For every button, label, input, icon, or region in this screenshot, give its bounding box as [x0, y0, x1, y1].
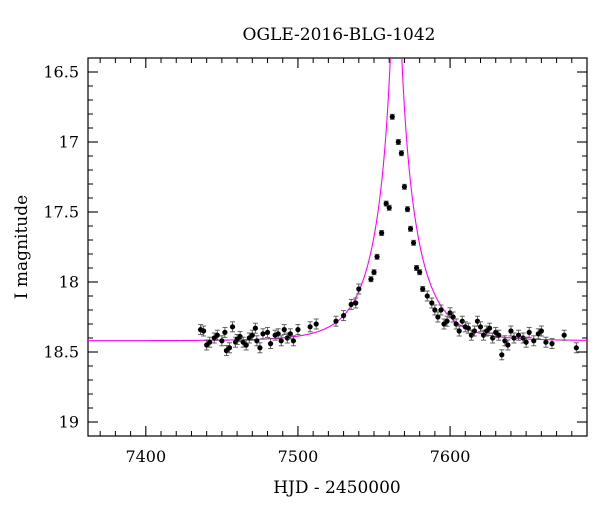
data-point [450, 311, 456, 323]
data-point [290, 335, 296, 347]
y-axis-ticks: 16.5 17 17.5 18 18.5 19 [43, 63, 587, 432]
data-point [531, 335, 537, 347]
data-point [508, 325, 514, 337]
data-point [538, 325, 544, 337]
data-point [287, 328, 293, 340]
data-point [281, 324, 287, 336]
x-tick-label: 7600 [430, 447, 471, 466]
data-point [207, 336, 213, 348]
y-tick-label: 19 [59, 413, 79, 432]
data-point [386, 204, 392, 211]
data-point [410, 239, 417, 246]
data-point [417, 269, 423, 276]
data-point [264, 326, 271, 338]
data-point [468, 329, 474, 341]
data-point [222, 326, 228, 338]
data-point [401, 183, 408, 190]
y-tick-label: 17 [59, 133, 79, 152]
data-point [561, 329, 567, 341]
data-point [307, 321, 313, 333]
minor-ticks [88, 57, 587, 437]
data-point [267, 338, 274, 350]
y-tick-label: 18 [59, 273, 79, 292]
data-point [502, 335, 508, 347]
data-point [515, 329, 522, 341]
data-point [429, 297, 435, 309]
data-point [201, 325, 207, 337]
y-axis-label: I magnitude [12, 195, 32, 299]
x-axis-label: HJD - 2450000 [273, 478, 401, 498]
data-point [254, 335, 260, 347]
data-point [477, 321, 484, 333]
data-point [348, 298, 354, 310]
data-point [214, 329, 220, 341]
data-point [543, 336, 549, 348]
data-point [520, 332, 526, 344]
data-point [444, 315, 450, 327]
data-point [456, 325, 462, 337]
data-point [424, 290, 430, 302]
data-point [573, 342, 579, 354]
data-point [295, 324, 301, 336]
y-tick-label: 18.5 [43, 343, 79, 362]
data-point [313, 318, 319, 330]
data-point [432, 304, 438, 316]
chart-title: OGLE-2016-BLG-1042 [243, 25, 436, 45]
data-point [353, 297, 359, 309]
data-point [368, 276, 374, 283]
data-points [197, 113, 579, 361]
x-axis-ticks: 7400 7500 7600 [125, 58, 470, 466]
y-tick-label: 17.5 [43, 203, 79, 222]
data-point [526, 326, 532, 338]
data-point [490, 332, 496, 344]
data-point [257, 342, 263, 354]
x-tick-label: 7400 [125, 447, 166, 466]
data-point [499, 349, 505, 361]
data-point [275, 328, 281, 340]
data-point [229, 321, 236, 333]
data-point [549, 338, 555, 350]
data-point [407, 225, 414, 232]
data-point [404, 206, 411, 213]
data-point [252, 322, 258, 334]
data-point [420, 286, 426, 292]
data-point [379, 230, 385, 236]
data-point [395, 139, 401, 145]
data-point [505, 339, 511, 351]
data-point [260, 328, 266, 340]
data-point [487, 322, 493, 334]
data-point [459, 315, 465, 327]
data-point [453, 318, 459, 330]
data-point [340, 310, 347, 322]
data-point [284, 332, 290, 344]
data-point [398, 150, 404, 157]
data-point [435, 311, 441, 323]
y-tick-label: 16.5 [43, 63, 79, 82]
data-point [278, 335, 284, 347]
data-point [374, 253, 380, 260]
data-point [356, 283, 362, 295]
data-point [523, 336, 529, 348]
x-tick-label: 7500 [278, 447, 319, 466]
data-point [219, 335, 225, 347]
data-point [474, 315, 481, 327]
plot-frame [87, 57, 588, 437]
data-point [371, 269, 377, 276]
data-point [226, 342, 233, 354]
data-point [389, 113, 395, 120]
data-point [496, 329, 502, 341]
model-curve [88, 58, 587, 342]
data-point [333, 315, 339, 327]
data-point [511, 332, 517, 344]
data-point [438, 304, 444, 316]
